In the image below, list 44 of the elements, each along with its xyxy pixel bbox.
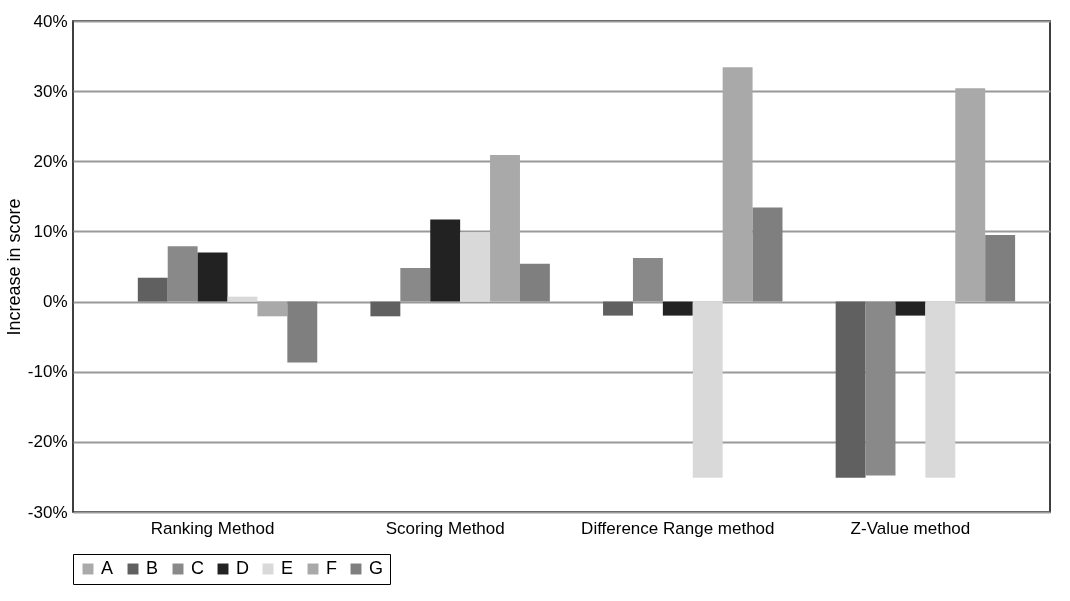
bar [287, 301, 318, 363]
y-tick-label: 40% [33, 11, 68, 31]
bar [227, 296, 258, 302]
bar [197, 252, 228, 302]
y-tick-label: 20% [33, 151, 68, 171]
y-tick-label: 30% [33, 81, 68, 101]
bar [400, 267, 431, 302]
x-tick-label: Ranking Method [150, 518, 275, 538]
y-tick-label: -20% [27, 432, 68, 452]
bar [835, 301, 866, 478]
x-tick-label: Z-Value method [850, 518, 971, 538]
bar [603, 301, 633, 316]
bar [257, 301, 288, 317]
legend-label: B [146, 558, 159, 578]
bar [752, 207, 783, 302]
bar [370, 301, 401, 317]
bar [865, 301, 896, 476]
legend-label: E [281, 558, 294, 578]
bar [137, 277, 168, 302]
bar [662, 301, 693, 316]
legend-label: D [236, 558, 249, 578]
bar [460, 232, 491, 302]
y-tick-label: -10% [27, 362, 68, 382]
bar [722, 67, 753, 302]
x-tick-label: Difference Range method [581, 518, 775, 538]
legend-label: F [326, 558, 337, 578]
y-tick-label: -30% [27, 502, 68, 522]
bar [632, 258, 663, 302]
bar [167, 246, 198, 302]
y-axis-title: Increase in score [3, 198, 24, 336]
x-tick-label: Scoring Method [385, 518, 505, 538]
bar [490, 154, 520, 302]
bar [430, 219, 461, 302]
bar [692, 301, 723, 478]
bar [895, 301, 926, 316]
y-tick-label: 0% [42, 292, 68, 312]
y-tick-label: 10% [33, 221, 68, 241]
bar [985, 234, 1016, 302]
legend-label: A [101, 558, 114, 578]
bar [925, 301, 956, 478]
legend-label: G [369, 558, 384, 578]
legend-label: C [191, 558, 204, 578]
bar [955, 88, 986, 302]
bar [519, 263, 550, 302]
